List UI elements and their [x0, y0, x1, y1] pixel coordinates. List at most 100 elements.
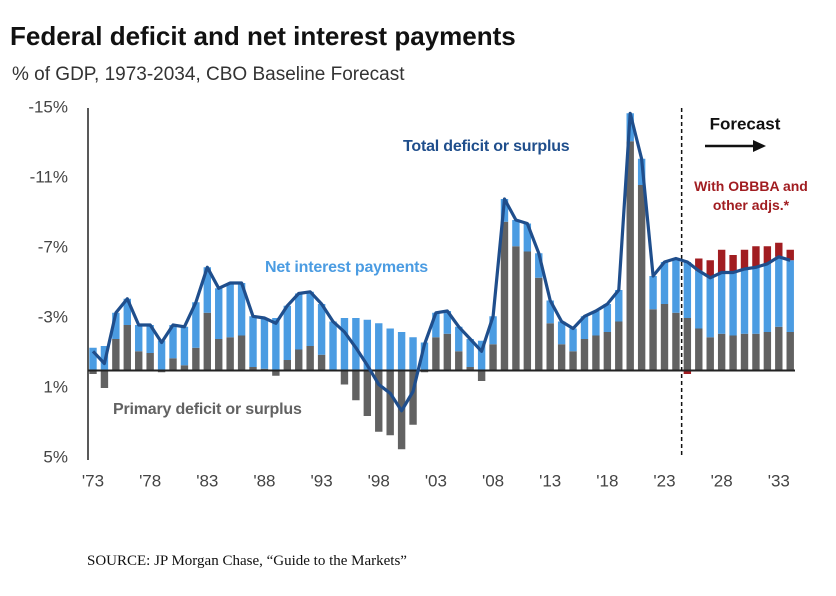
bar [717, 272, 726, 334]
bar [729, 255, 737, 273]
bar [477, 370, 486, 381]
bar [226, 337, 234, 371]
bar [295, 293, 303, 350]
forecast-arrowhead [753, 140, 766, 152]
bar [112, 312, 120, 339]
y-tick-label: -3% [38, 307, 68, 326]
bar [763, 263, 772, 332]
bar [557, 321, 566, 345]
bar [317, 304, 326, 355]
bar [340, 318, 349, 371]
bar [786, 249, 794, 261]
bar [272, 370, 280, 376]
bar [375, 370, 383, 432]
y-tick-label: 1% [43, 377, 68, 396]
bar [706, 337, 714, 371]
bar [283, 305, 292, 360]
bar [397, 332, 406, 371]
bar [409, 337, 417, 371]
x-tick-label: '13 [539, 471, 561, 490]
bar [706, 260, 714, 278]
bar [340, 370, 349, 385]
bar [626, 141, 634, 371]
bar [615, 321, 623, 371]
bar [123, 325, 131, 371]
bar [489, 344, 497, 371]
bar [717, 249, 726, 273]
bar [135, 325, 143, 352]
source: SOURCE: JP Morgan Chase, “Guide to the M… [87, 553, 407, 569]
bar [672, 258, 680, 313]
bar [672, 312, 680, 371]
bar [352, 318, 360, 371]
bar [523, 251, 532, 371]
bar [375, 323, 383, 371]
bar [717, 333, 726, 371]
bar [89, 370, 97, 374]
bar [192, 302, 200, 348]
bar [249, 316, 257, 367]
y-tick-label: -15% [28, 97, 68, 116]
x-tick-label: '18 [596, 471, 618, 490]
bar [283, 360, 292, 371]
x-tick-label: '83 [196, 471, 218, 490]
bar [740, 269, 749, 334]
bar [500, 221, 509, 371]
bar [580, 316, 589, 339]
bar [89, 347, 97, 371]
bar [592, 311, 600, 336]
series-label: Net interest payments [265, 259, 428, 276]
bar [272, 318, 280, 371]
bar [466, 367, 474, 371]
bar [695, 270, 703, 329]
bar [386, 328, 394, 371]
bar [512, 220, 520, 247]
bar [455, 326, 463, 352]
bar [203, 312, 211, 371]
bar [386, 370, 394, 436]
y-tick-label: 5% [43, 447, 68, 466]
bar [740, 249, 749, 269]
bar [135, 351, 143, 371]
bar [729, 335, 737, 371]
x-tick-label: '88 [253, 471, 275, 490]
bar [169, 325, 177, 359]
bar [352, 370, 360, 401]
bar [363, 319, 372, 371]
x-tick-label: '28 [711, 471, 733, 490]
bar [660, 262, 669, 304]
chart-subtitle: % of GDP, 1973-2034, CBO Baseline Foreca… [12, 64, 405, 85]
series-label: Total deficit or surplus [403, 138, 570, 155]
bar [249, 367, 257, 371]
bar [306, 291, 314, 346]
bar [695, 328, 703, 371]
bar [157, 340, 166, 371]
bar [169, 358, 177, 371]
bar [443, 333, 452, 371]
x-tick-label: '98 [368, 471, 390, 490]
bar [203, 267, 211, 313]
bar [100, 370, 109, 388]
bar [432, 312, 440, 338]
bar [237, 335, 246, 371]
bar [683, 318, 692, 371]
y-tick-label: -7% [38, 237, 68, 256]
bar [455, 351, 463, 371]
bar [523, 223, 532, 252]
bar [546, 323, 554, 371]
bar [535, 253, 543, 278]
bar [215, 339, 223, 371]
bar [317, 354, 326, 371]
bar [237, 283, 246, 336]
bar [466, 339, 474, 367]
bar [775, 242, 783, 257]
bar [260, 318, 269, 369]
total-line [91, 111, 791, 413]
bar [215, 288, 223, 339]
bar [683, 370, 692, 374]
bar [580, 339, 589, 371]
bar [729, 272, 737, 336]
bar [615, 290, 623, 322]
x-tick-label: '93 [311, 471, 333, 490]
